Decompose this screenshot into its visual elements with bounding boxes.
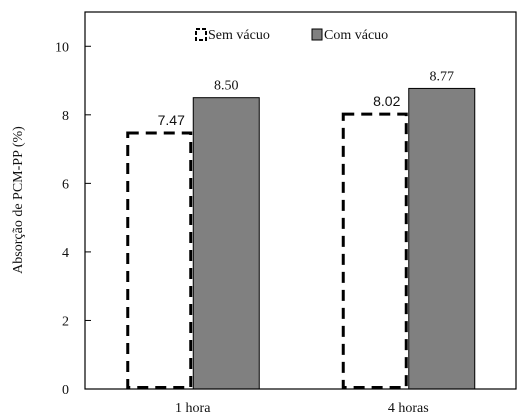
y-tick-label-6: 6: [62, 177, 69, 192]
y-tick-label-10: 10: [55, 40, 69, 55]
legend-label-sem-vacuo: Sem vácuo: [208, 28, 270, 43]
value-label-1-hora-1: 8.50: [214, 79, 239, 94]
x-tick-label-1-hora: 1 hora: [175, 401, 211, 416]
y-axis-ticks: 0 2 4 6 8 10: [55, 40, 91, 398]
y-tick-label-0: 0: [62, 383, 69, 398]
bar-4-horas-com-vacuo: [408, 87, 476, 390]
bar-1-hora-sem-vacuo: [126, 131, 193, 389]
x-axis-labels: 1 hora 4 horas: [175, 401, 429, 416]
legend-swatch-com-vacuo: [311, 28, 323, 41]
y-tick-label-2: 2: [62, 314, 69, 329]
legend-label-com-vacuo: Com vácuo: [324, 28, 388, 43]
bars: [126, 87, 476, 390]
value-label-4-horas-1: 8.77: [430, 69, 455, 84]
bar-1-hora-com-vacuo: [192, 97, 260, 390]
y-tick-label-8: 8: [62, 109, 69, 124]
value-label-1-hora-0: 7.47: [158, 112, 185, 128]
plot-frame: [84, 11, 517, 390]
value-label-4-horas-0: 8.02: [373, 93, 400, 109]
x-tick-label-4-horas: 4 horas: [388, 401, 429, 416]
bar-4-horas-sem-vacuo: [341, 112, 408, 390]
y-tick-label-4: 4: [62, 246, 69, 261]
legend-swatch-sem-vacuo: [195, 28, 207, 41]
legend: Sem vácuo Com vácuo: [195, 28, 388, 43]
y-axis-title: Absorção de PCM-PP (%): [11, 126, 26, 274]
value-labels: 7.47 8.50 8.02 8.77: [158, 69, 454, 128]
